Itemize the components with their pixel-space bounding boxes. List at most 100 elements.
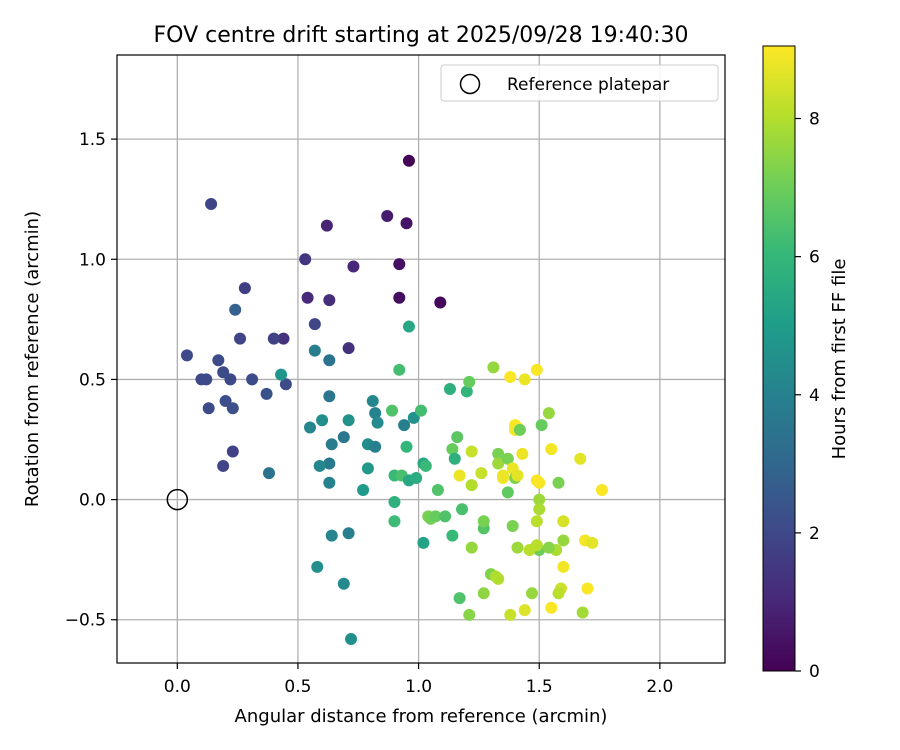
data-point: [393, 363, 406, 376]
data-point: [402, 320, 415, 333]
data-point: [451, 431, 464, 444]
data-point: [443, 383, 456, 396]
legend-open-circle-icon: [459, 73, 481, 95]
data-point: [595, 483, 608, 496]
data-point: [366, 395, 379, 408]
y-tick-label: 0.5: [79, 370, 106, 390]
data-point: [463, 608, 476, 621]
data-point: [446, 529, 459, 542]
data-point: [530, 474, 543, 487]
data-point: [542, 407, 555, 420]
data-point: [323, 354, 336, 367]
data-point: [429, 510, 442, 523]
data-point: [511, 469, 524, 482]
data-point: [313, 459, 326, 472]
colorbar-tick-label: 8: [809, 110, 820, 130]
y-axis-ticks: −0.5 0.0 0.5 1.0 1.5: [65, 130, 117, 631]
data-point: [323, 476, 336, 489]
x-tick-label: 0.0: [164, 677, 191, 697]
data-point: [342, 414, 355, 427]
data-point: [453, 592, 466, 605]
data-point: [542, 541, 555, 554]
data-point: [477, 515, 490, 528]
data-point: [497, 469, 510, 482]
data-point: [530, 539, 543, 552]
data-point: [388, 515, 401, 528]
data-point: [320, 219, 333, 232]
chart-title: FOV centre drift starting at 2025/09/28 …: [154, 23, 689, 48]
legend: Reference platepar: [440, 64, 719, 102]
colorbar-gradient: [762, 45, 796, 672]
data-point: [357, 483, 370, 496]
data-point: [325, 529, 338, 542]
data-point: [465, 541, 478, 554]
data-point: [586, 536, 599, 549]
data-point: [400, 440, 413, 453]
data-point: [393, 291, 406, 304]
x-tick-label: 0.5: [284, 677, 311, 697]
data-point: [267, 332, 280, 345]
colorbar-tick-label: 0: [809, 662, 820, 682]
data-point: [448, 452, 461, 465]
data-point: [516, 447, 529, 460]
x-tick-label: 1.5: [526, 677, 553, 697]
data-point: [513, 423, 526, 436]
data-point: [301, 291, 314, 304]
data-point: [463, 375, 476, 388]
data-point: [446, 443, 459, 456]
data-point: [238, 282, 251, 295]
data-point: [506, 520, 519, 533]
data-point: [535, 419, 548, 432]
data-point: [386, 404, 399, 417]
data-point: [492, 572, 505, 585]
data-point: [460, 385, 473, 398]
data-point: [361, 462, 374, 475]
data-point: [530, 363, 543, 376]
data-point: [316, 414, 329, 427]
data-point: [275, 368, 288, 381]
data-point: [212, 354, 225, 367]
data-point: [342, 527, 355, 540]
data-point: [545, 601, 558, 614]
data-point: [504, 371, 517, 384]
reference-platepar-marker: [166, 488, 189, 511]
data-point: [552, 476, 565, 489]
x-axis-label: Angular distance from reference (arcmin): [235, 706, 608, 727]
data-point: [400, 217, 413, 230]
data-point: [557, 560, 570, 573]
data-point: [477, 587, 490, 600]
data-points: [180, 154, 608, 645]
data-point: [202, 402, 215, 415]
data-point: [581, 582, 594, 595]
data-point: [277, 332, 290, 345]
data-point: [465, 479, 478, 492]
data-point: [180, 349, 193, 362]
data-point: [402, 154, 415, 167]
data-point: [323, 294, 336, 307]
data-point: [217, 459, 230, 472]
colorbar-tick-label: 2: [809, 524, 820, 544]
data-point: [557, 534, 570, 547]
data-point: [205, 197, 218, 210]
data-point: [224, 373, 237, 386]
data-point: [419, 459, 432, 472]
data-point: [260, 387, 273, 400]
y-tick-label: −0.5: [65, 611, 106, 631]
data-point: [347, 260, 360, 273]
y-tick-label: 1.5: [79, 130, 106, 150]
data-point: [465, 445, 478, 458]
colorbar-tick-label: 6: [809, 248, 820, 268]
x-tick-label: 2.0: [646, 677, 673, 697]
data-point: [200, 373, 213, 386]
y-tick-label: 0.0: [79, 491, 106, 511]
reference-marker: [166, 488, 189, 511]
data-point: [552, 587, 565, 600]
colorbar: 0 2 4 6 8 Hours from first FF file: [762, 45, 850, 682]
x-axis-ticks: 0.0 0.5 1.0 1.5 2.0: [164, 663, 673, 697]
data-point: [501, 486, 514, 499]
data-point: [369, 407, 382, 420]
colorbar-label: Hours from first FF file: [829, 259, 850, 460]
data-point: [518, 604, 531, 617]
data-point: [325, 438, 338, 451]
data-point: [234, 332, 247, 345]
